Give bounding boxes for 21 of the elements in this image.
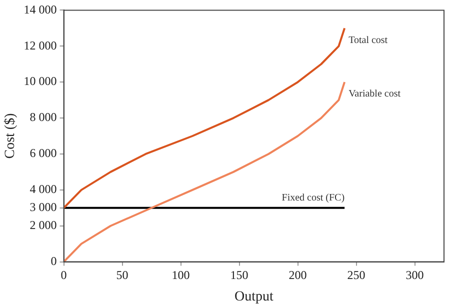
y-tick-label: 4 000	[30, 182, 57, 196]
y-tick-label: 8 000	[30, 110, 57, 124]
x-tick-label: 200	[288, 268, 307, 282]
y-tick-label: 12 000	[24, 38, 57, 52]
y-tick-label: 10 000	[24, 74, 57, 88]
x-tick-label: 0	[60, 268, 67, 282]
y-tick-label: 2 000	[30, 218, 57, 232]
y-tick-label: 6 000	[30, 146, 57, 160]
x-tick-label: 300	[406, 268, 424, 282]
y-tick-label: 0	[50, 254, 57, 268]
y-axis-title: Cost ($)	[3, 112, 18, 159]
x-axis-title: Output	[234, 289, 274, 304]
x-tick-label: 150	[230, 268, 248, 282]
series-label: Variable cost	[348, 88, 401, 100]
y-tick-label: 14 000	[24, 2, 57, 16]
x-tick-label: 250	[347, 268, 366, 282]
x-tick-label: 100	[172, 268, 190, 282]
series-label: Fixed cost (FC)	[282, 192, 345, 204]
series-label: Total cost	[348, 34, 388, 46]
y-tick-label: 3 000	[30, 200, 57, 214]
x-tick-label: 50	[116, 268, 128, 282]
